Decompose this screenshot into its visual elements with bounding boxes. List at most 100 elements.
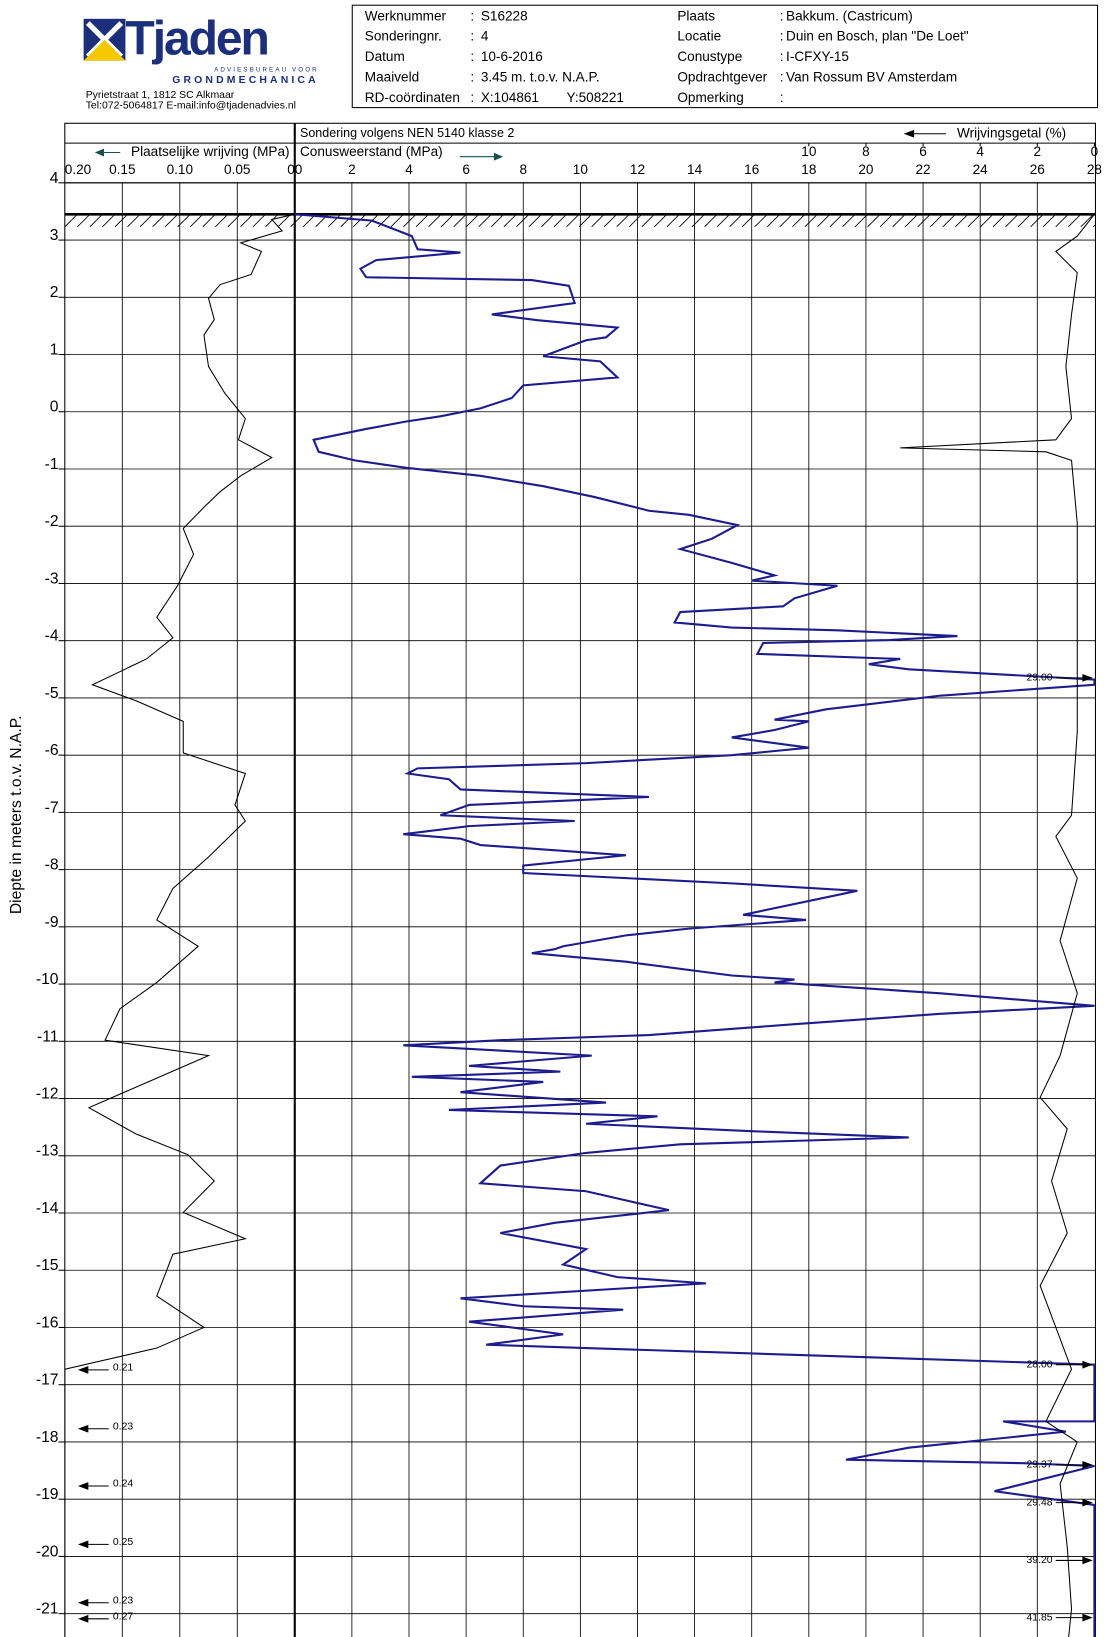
y-tick-label: 1 [50,341,59,358]
offscale-arrow [77,1482,109,1490]
field-separator: : [470,90,474,105]
ratio-tick-label: 8 [862,144,870,159]
offscale-label: 41.85 [1026,1612,1052,1623]
field-value: Duin en Bosch, plan "De Loet" [786,29,969,44]
field-label: Maaiveld [365,69,419,84]
offscale-arrow [77,1614,109,1623]
field-separator: : [470,8,474,23]
field-value: Bakkum. (Castricum) [786,8,913,23]
offscale-label: 0.23 [113,1421,134,1432]
field-value: 10-6-2016 [481,49,543,64]
y-tick-label: -1 [45,456,59,473]
y-tick-label: -9 [45,914,59,931]
field-label: RD-coördinaten [365,90,460,105]
cone-tick-label: 16 [744,162,759,177]
field-separator: : [780,29,784,44]
y-tick-label: -21 [36,1601,59,1618]
ground-hatch [64,214,1096,228]
y-tick-label: -18 [36,1429,59,1446]
field-label: Sonderingnr. [365,29,442,44]
ratio-tick-label: 0 [1091,144,1099,159]
y-tick-label: -10 [36,971,59,988]
y-tick-label: -16 [36,1314,59,1331]
field-value: 3.45 m. t.o.v. N.A.P. [481,69,600,84]
offscale-arrow [1055,1498,1093,1507]
series-line [64,213,295,1637]
cone-tick-label: 24 [973,162,989,177]
series-line [294,213,1096,1637]
field-separator: : [780,90,784,105]
ratio-tick-label: 2 [1034,144,1042,159]
offscale-label: 29.48 [1026,1497,1052,1508]
y-tick-label: -15 [36,1257,59,1274]
y-tick-label: -14 [36,1200,59,1217]
field-separator: : [780,69,784,84]
address: Pyrietstraat 1, 1812 SC Alkmaar [86,90,235,101]
field-value: Van Rossum BV Amsterdam [786,69,957,84]
friction-tick-label: 0.05 [224,162,250,177]
y-tick-label: -13 [36,1143,59,1160]
field-label: Datum [365,49,405,64]
contact: Tel:072-5064817 E-mail:info@tjadenadvies… [86,100,296,111]
logo: Tjaden ADVIESBUREAU VOOR GRONDMECHANICA … [83,11,319,111]
cone-tick-label: 2 [348,162,356,177]
y-tick-label: -17 [36,1372,59,1389]
cone-arrow [459,152,504,161]
offscale-label: 0.27 [113,1611,134,1622]
y-tick-label: -7 [45,799,59,816]
friction-tick-label: 0.20 [65,162,92,177]
cone-tick-label: 18 [801,162,816,177]
logo-division: GRONDMECHANICA [172,75,319,86]
y-tick-label: 2 [50,284,59,301]
ratio-tick-label: 4 [976,144,984,159]
field-label: Werknummer [365,8,447,23]
y-tick-label: -12 [36,1086,59,1103]
ratio-tick-label: 6 [919,144,927,159]
series-line [900,213,1095,1637]
field-label: Locatie [677,29,721,44]
offscale-arrow [1055,1460,1093,1469]
field-separator: : [470,49,474,64]
offscale-label: 0.21 [113,1363,134,1374]
plot: 43210-1-2-3-4-5-6-7-8-9-10-11-12-13-14-1… [36,143,1102,1637]
cone-tick-label: 10 [573,162,589,177]
y-tick-label: -20 [36,1543,59,1560]
logo-triangle [83,39,126,61]
offscale-label: 28.00 [1026,1359,1052,1370]
logo-tagline: ADVIESBUREAU VOOR [214,67,319,74]
field-label: Plaats [677,8,715,23]
offscale-arrow [77,1365,109,1374]
friction-tick-label: 0 [287,162,295,177]
ratio-tick-label: 10 [801,144,817,159]
logo-text: Tjaden [125,11,267,65]
offscale-arrow [1055,673,1093,682]
field-separator: : [780,8,784,23]
cone-tick-label: 6 [462,162,470,177]
cone-axis-label: Conusweerstand (MPa) [300,144,443,159]
info-box [351,4,1099,109]
field-value: 4 [481,29,489,44]
offscale-arrow [1055,1360,1093,1369]
y-tick-label: -19 [36,1486,59,1503]
friction-tick-label: 0.15 [109,162,135,177]
y-tick-label: 3 [50,227,59,244]
field-value: X:104861 [481,90,539,105]
offscale-arrow [77,1424,109,1433]
field-value: Y:508221 [567,90,624,105]
offscale-arrow [1055,1556,1093,1565]
field-label: Opmerking [677,90,743,105]
y-axis-label: Diepte in meters t.o.v. N.A.P. [8,716,25,915]
friction-tick-label: 0.10 [167,162,194,177]
field-separator: : [470,69,474,84]
offscale-label: 29.37 [1026,1460,1052,1471]
chart-title: Sondering volgens NEN 5140 klasse 2 [300,126,514,140]
offscale-arrow [77,1540,109,1549]
cone-tick-label: 4 [405,162,413,177]
cone-tick-label: 0 [295,162,303,177]
y-tick-label: -5 [45,685,59,702]
y-tick-label: -6 [45,742,59,759]
chart-frame [64,122,1096,1637]
cone-tick-label: 12 [630,162,645,177]
field-value: S16228 [481,8,528,23]
